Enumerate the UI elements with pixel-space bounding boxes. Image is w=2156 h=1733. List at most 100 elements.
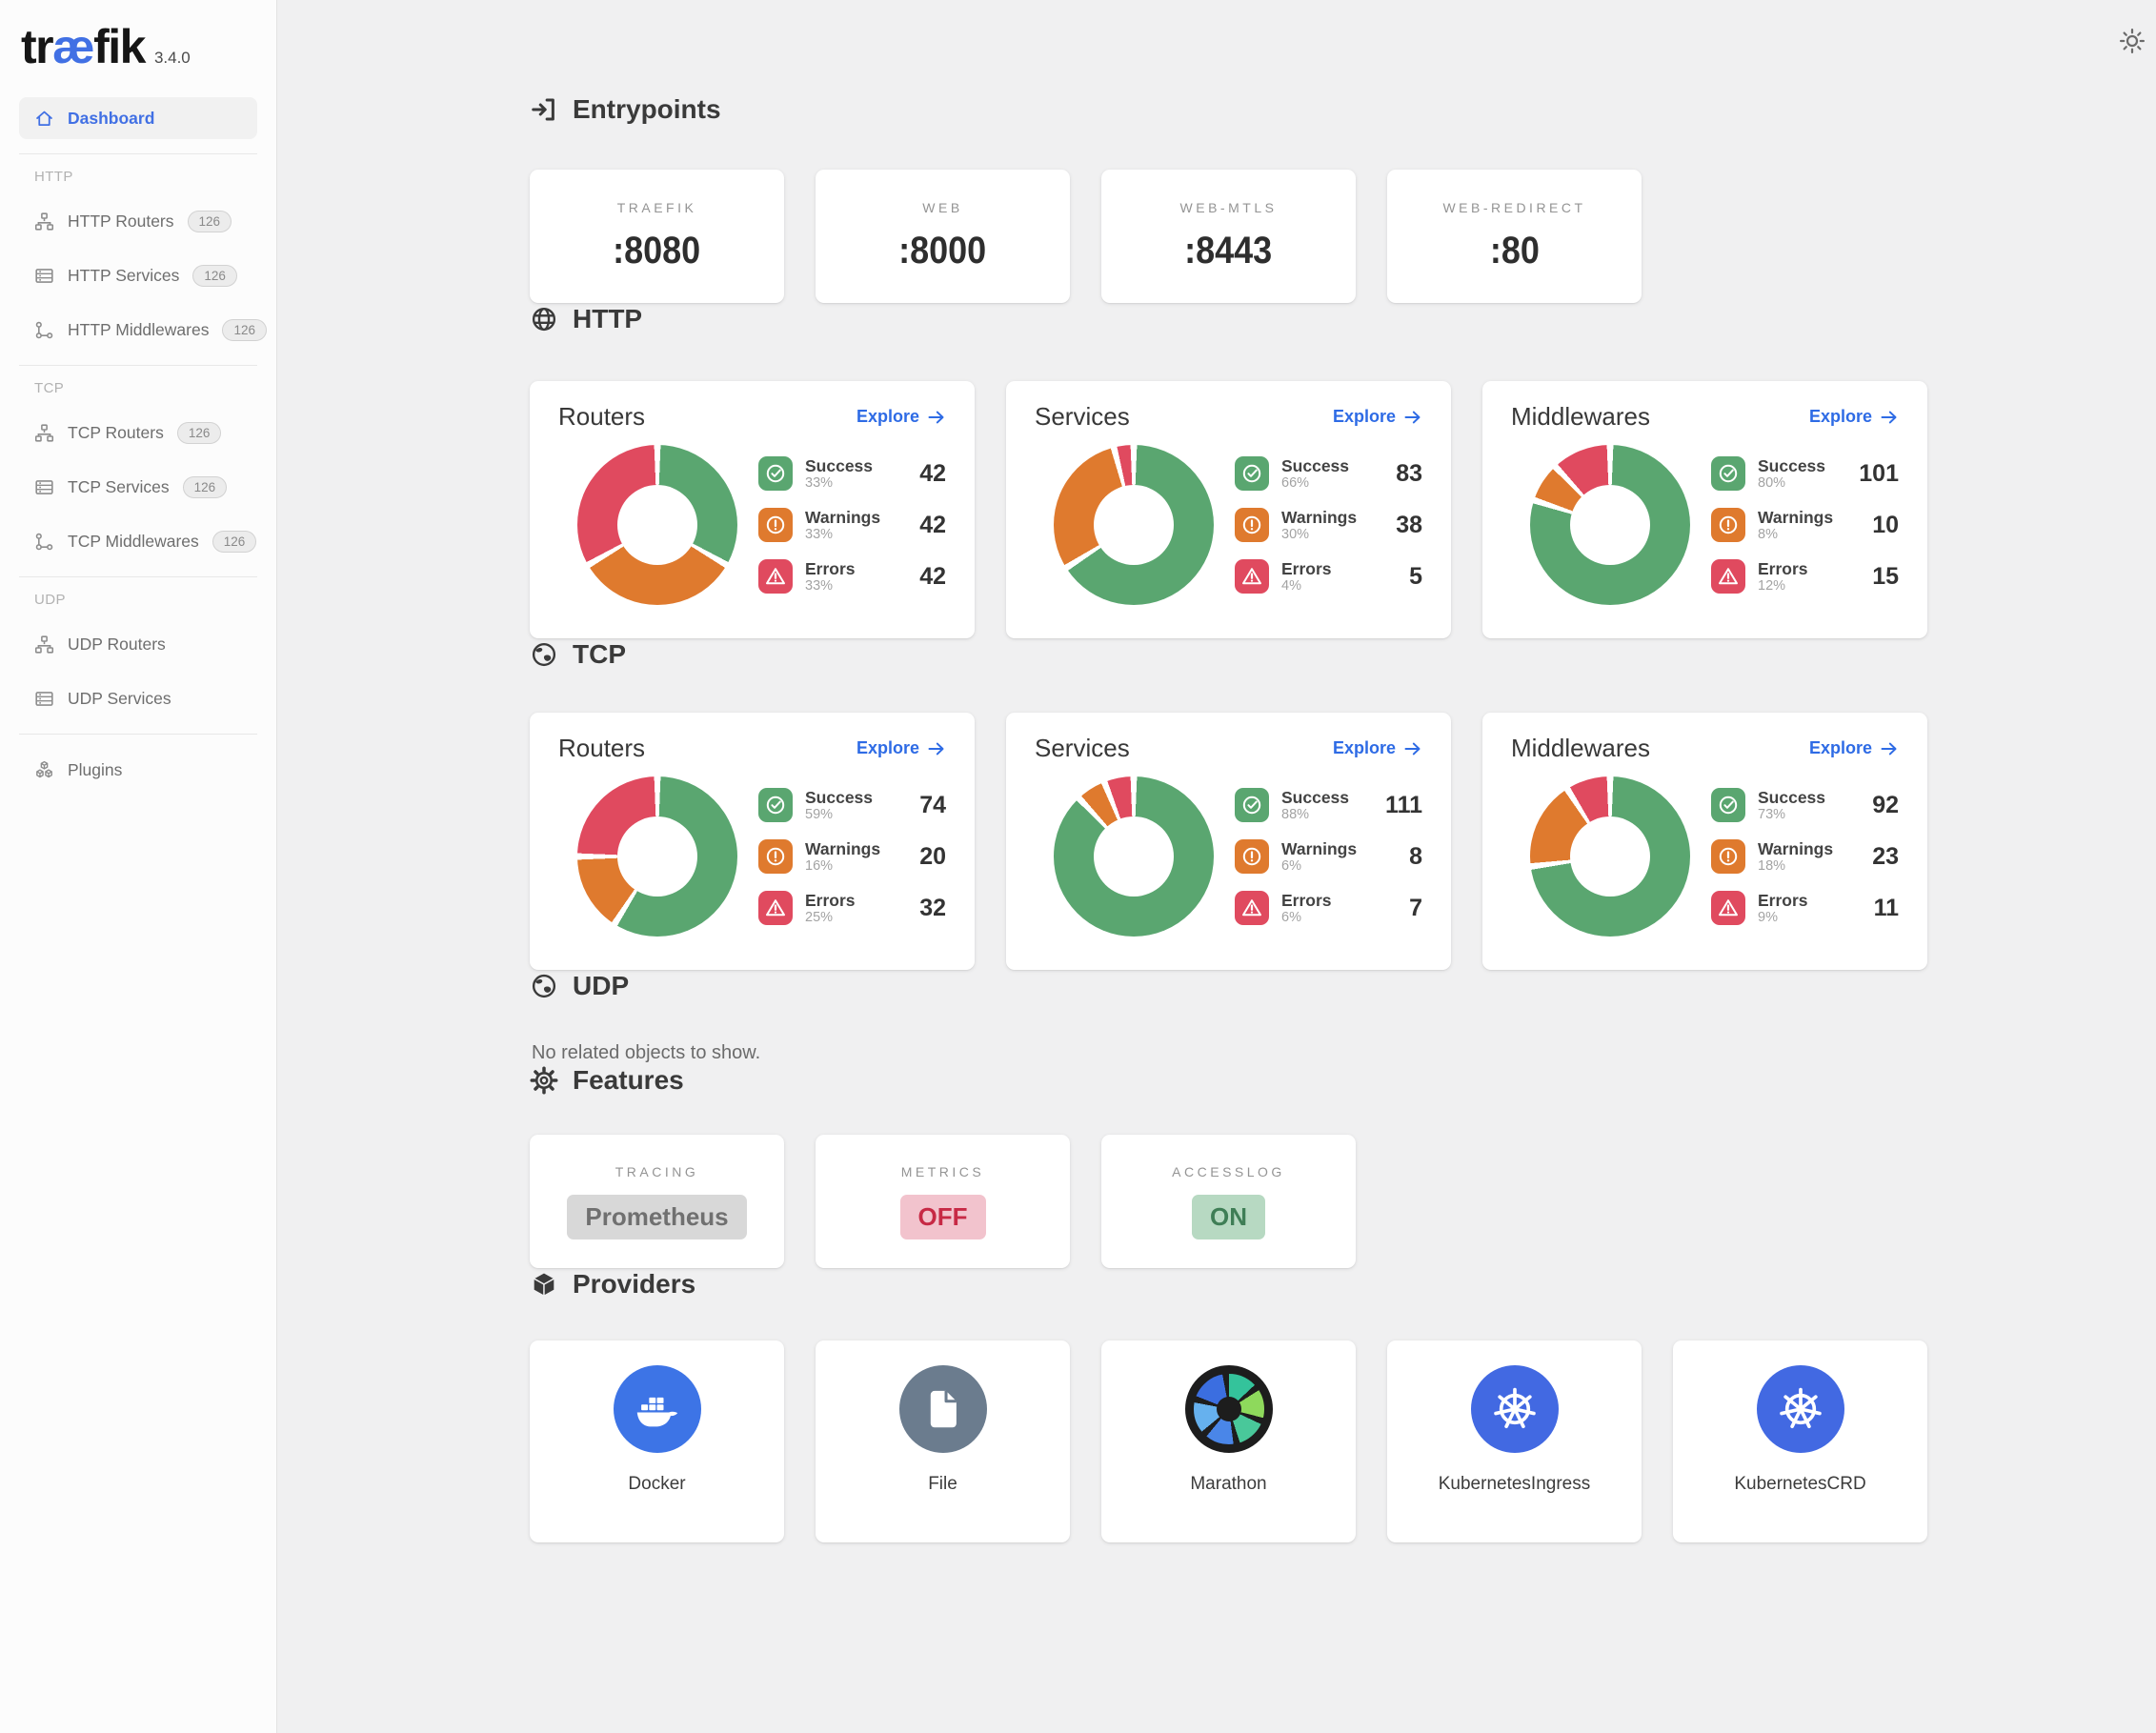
earth-icon bbox=[530, 972, 558, 1000]
theme-sun-icon[interactable] bbox=[2118, 27, 2146, 55]
explore-link[interactable]: Explore bbox=[1809, 738, 1899, 758]
stat-warnings: Warnings 18% 23 bbox=[1711, 836, 1899, 877]
stat-value: 74 bbox=[919, 791, 946, 818]
udp-heading: UDP bbox=[530, 970, 1927, 1002]
donut-chart bbox=[577, 776, 737, 937]
stat-percent: 88% bbox=[1281, 806, 1310, 822]
explore-link[interactable]: Explore bbox=[856, 407, 946, 427]
topbar-actions bbox=[2118, 27, 2156, 55]
sidebar-item-tcp-routers[interactable]: TCP Routers 126 bbox=[19, 412, 257, 453]
services-icon bbox=[34, 266, 54, 286]
stat-warnings: Warnings 8% 10 bbox=[1711, 504, 1899, 546]
entrypoint-name: TRAEFIK bbox=[616, 200, 697, 215]
errors-icon bbox=[1235, 891, 1269, 925]
stat-errors: Errors 33% 42 bbox=[758, 555, 946, 597]
sidebar-item-dashboard[interactable]: Dashboard bbox=[19, 97, 257, 139]
warnings-icon bbox=[758, 508, 793, 542]
stat-value: 7 bbox=[1409, 894, 1422, 921]
stat-warnings: Warnings 16% 20 bbox=[758, 836, 946, 877]
explore-link[interactable]: Explore bbox=[1333, 738, 1422, 758]
explore-label: Explore bbox=[1808, 738, 1872, 757]
errors-icon bbox=[1711, 559, 1745, 594]
arrow-right-icon bbox=[1403, 739, 1422, 758]
provider-name: Docker bbox=[628, 1474, 686, 1494]
stat-value: 11 bbox=[1873, 894, 1899, 921]
stat-success: Success 88% 111 bbox=[1235, 784, 1422, 826]
explore-label: Explore bbox=[1808, 407, 1872, 426]
success-icon bbox=[1235, 788, 1269, 822]
stat-percent: 30% bbox=[1281, 526, 1310, 542]
sidebar-item-udp-services[interactable]: UDP Services bbox=[19, 677, 257, 719]
tcp-routers-card: Routers Explore Success 59% 74 Warnings 1 bbox=[530, 713, 975, 970]
explore-label: Explore bbox=[1332, 407, 1396, 426]
middlewares-icon bbox=[34, 320, 54, 340]
gear-icon bbox=[530, 1066, 558, 1095]
stat-percent: 59% bbox=[805, 806, 834, 822]
arrow-right-icon bbox=[927, 408, 946, 427]
provider-card-kubernetesingress: KubernetesIngress bbox=[1387, 1340, 1642, 1542]
services-icon bbox=[34, 689, 54, 709]
warnings-icon bbox=[1235, 839, 1269, 874]
count-badge: 126 bbox=[222, 318, 267, 341]
stat-percent: 8% bbox=[1758, 526, 1778, 542]
count-badge: 126 bbox=[212, 530, 257, 553]
dashboard-content: Entrypoints TRAEFIK :8080 WEB :8000 WEB-… bbox=[530, 0, 1927, 1542]
stat-percent: 9% bbox=[1758, 909, 1778, 925]
sidebar-item-http-services[interactable]: HTTP Services 126 bbox=[19, 254, 257, 296]
provider-card-kubernetescrd: KubernetesCRD bbox=[1673, 1340, 1927, 1542]
sidebar-item-label: TCP Services bbox=[68, 476, 170, 496]
stat-errors: Errors 6% 7 bbox=[1235, 887, 1422, 929]
routers-icon bbox=[34, 635, 54, 655]
stat-value: 15 bbox=[1872, 562, 1899, 590]
errors-icon bbox=[1711, 891, 1745, 925]
card-title: Services bbox=[1035, 734, 1130, 762]
card-title: Middlewares bbox=[1511, 734, 1650, 762]
feature-card-tracing: TRACING Prometheus bbox=[530, 1135, 784, 1268]
sidebar-item-http-routers[interactable]: HTTP Routers 126 bbox=[19, 200, 257, 242]
stat-value: 111 bbox=[1385, 791, 1422, 818]
count-badge: 126 bbox=[182, 475, 228, 498]
earth-icon bbox=[530, 640, 558, 669]
warnings-icon bbox=[758, 839, 793, 874]
provider-name: KubernetesCRD bbox=[1734, 1474, 1866, 1494]
stat-value: 32 bbox=[919, 894, 946, 921]
stat-value: 8 bbox=[1409, 842, 1422, 870]
stat-percent: 6% bbox=[1281, 857, 1301, 874]
provider-card-file: File bbox=[816, 1340, 1070, 1542]
stat-value: 23 bbox=[1872, 842, 1899, 870]
explore-label: Explore bbox=[856, 738, 919, 757]
docker-icon bbox=[613, 1365, 701, 1453]
provider-name: File bbox=[928, 1474, 957, 1494]
entrypoint-port: :8080 bbox=[613, 230, 701, 272]
provider-card-docker: Docker bbox=[530, 1340, 784, 1542]
tcp-cards-row: Routers Explore Success 59% 74 Warnings 1 bbox=[530, 713, 1927, 970]
entrypoint-name: WEB bbox=[922, 200, 963, 215]
sidebar-item-http-middlewares[interactable]: HTTP Middlewares 126 bbox=[19, 309, 267, 351]
providers-heading: Providers bbox=[530, 1268, 1927, 1300]
feature-value-badge: OFF bbox=[899, 1194, 986, 1239]
divider bbox=[19, 153, 257, 154]
provider-card-marathon: Marathon bbox=[1101, 1340, 1356, 1542]
sidebar-item-label: UDP Services bbox=[68, 688, 171, 708]
explore-link[interactable]: Explore bbox=[1809, 407, 1899, 427]
routers-icon bbox=[34, 423, 54, 443]
sidebar-item-label: Plugins bbox=[68, 759, 123, 779]
section-title: UDP bbox=[573, 971, 630, 1000]
stat-label: Warnings bbox=[805, 507, 881, 527]
sidebar-section-tcp: TCP bbox=[34, 380, 65, 396]
success-icon bbox=[1711, 788, 1745, 822]
stat-percent: 4% bbox=[1281, 577, 1301, 594]
explore-link[interactable]: Explore bbox=[1333, 407, 1422, 427]
stat-label: Success bbox=[1758, 455, 1826, 475]
sidebar-item-plugins[interactable]: Plugins bbox=[19, 749, 257, 791]
stat-percent: 33% bbox=[805, 526, 834, 542]
sidebar-item-tcp-middlewares[interactable]: TCP Middlewares 126 bbox=[19, 520, 257, 562]
explore-link[interactable]: Explore bbox=[856, 738, 946, 758]
entrypoint-port: :80 bbox=[1489, 230, 1540, 272]
sidebar-item-udp-routers[interactable]: UDP Routers bbox=[19, 623, 257, 665]
file-icon bbox=[898, 1365, 987, 1453]
sidebar-item-tcp-services[interactable]: TCP Services 126 bbox=[19, 466, 257, 508]
entrypoint-port: :8443 bbox=[1184, 230, 1273, 272]
errors-icon bbox=[1235, 559, 1269, 594]
explore-label: Explore bbox=[1332, 738, 1396, 757]
